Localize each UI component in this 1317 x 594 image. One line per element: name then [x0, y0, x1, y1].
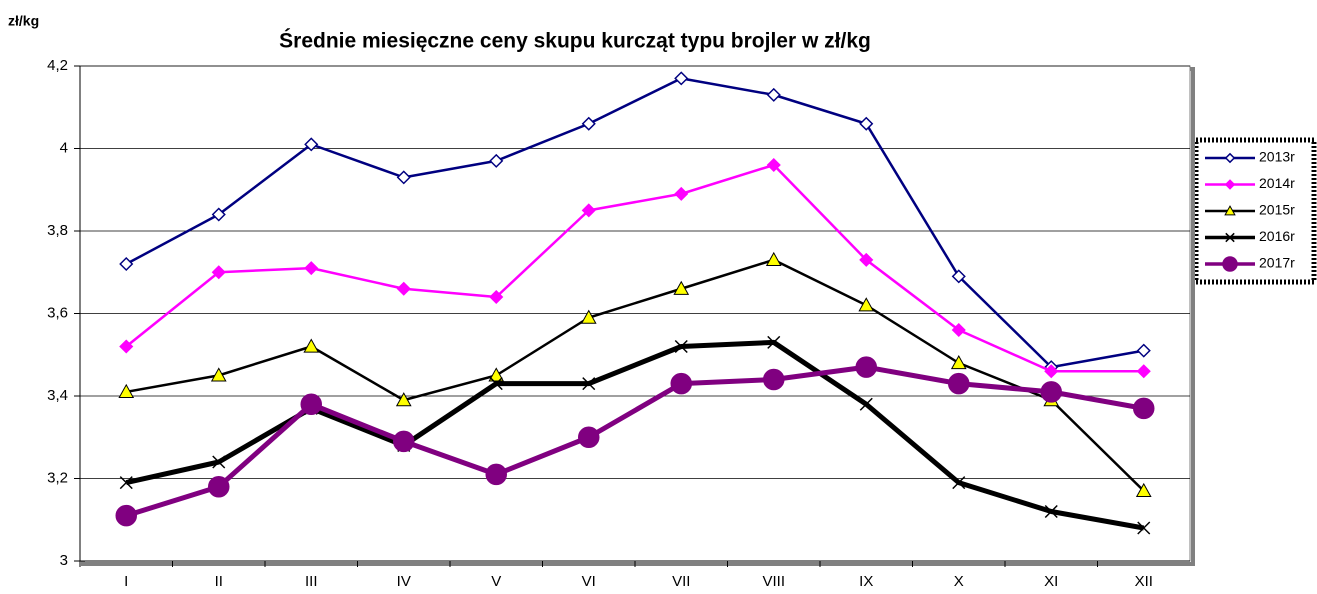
data-point	[859, 252, 874, 267]
data-point	[673, 280, 690, 295]
legend-label: 2017r	[1259, 255, 1295, 271]
legend-marker	[1224, 152, 1236, 164]
data-point	[396, 281, 411, 296]
y-tick-label: 3,8	[47, 222, 68, 239]
legend-label: 2016r	[1259, 228, 1295, 244]
data-point	[1044, 504, 1058, 519]
data-point	[303, 338, 320, 353]
x-tick-label: II	[215, 573, 223, 589]
x-tick-label: I	[124, 573, 128, 589]
data-point	[1044, 364, 1059, 379]
data-point	[488, 367, 505, 382]
y-tick-label: 4,2	[47, 57, 68, 74]
data-point	[581, 116, 596, 131]
data-point	[1040, 381, 1062, 403]
data-point	[951, 322, 966, 338]
data-point	[674, 186, 689, 201]
data-point	[1135, 482, 1152, 497]
series-line	[125, 77, 1144, 369]
x-tick-label: IX	[859, 573, 873, 589]
series-line	[126, 258, 1145, 492]
legend-marker	[1224, 179, 1236, 190]
data-point	[858, 297, 875, 312]
data-point	[210, 367, 227, 382]
y-tick-label: 3,4	[47, 387, 68, 404]
data-point	[582, 377, 596, 391]
data-point	[763, 368, 785, 391]
legend-marker	[1222, 256, 1238, 272]
x-tick-label: IV	[397, 573, 411, 589]
x-tick-label: III	[305, 573, 318, 589]
legend-marker	[1225, 232, 1235, 243]
data-point	[300, 393, 322, 415]
data-point	[766, 87, 781, 102]
data-point	[212, 455, 226, 469]
data-point	[674, 71, 689, 86]
data-point	[578, 426, 600, 448]
data-point	[670, 372, 692, 395]
data-point	[211, 207, 226, 222]
data-point	[304, 261, 319, 276]
data-point	[1133, 397, 1155, 420]
data-point	[1136, 343, 1151, 358]
data-point	[489, 377, 503, 391]
x-tick-label: XI	[1044, 573, 1058, 589]
data-point	[765, 251, 782, 266]
data-point	[952, 476, 966, 490]
data-point	[674, 339, 688, 354]
data-point	[855, 356, 877, 378]
data-point	[1136, 364, 1151, 379]
x-tick-label: VII	[672, 573, 690, 589]
legend-label: 2013r	[1259, 149, 1295, 165]
x-tick-label: XII	[1135, 573, 1153, 589]
y-tick-label: 4	[60, 139, 68, 156]
x-tick-label: VI	[582, 573, 596, 589]
legend-marker	[1224, 205, 1236, 216]
data-point	[766, 157, 781, 173]
data-point	[581, 203, 596, 218]
data-point	[395, 392, 412, 407]
data-point	[489, 153, 504, 168]
y-tick-label: 3	[60, 552, 68, 569]
series-line	[125, 163, 1144, 373]
data-point	[489, 289, 504, 305]
x-tick-label: X	[954, 573, 964, 589]
y-tick-label: 3,2	[47, 469, 68, 486]
data-point	[208, 476, 230, 498]
legend-label: 2015r	[1259, 202, 1295, 218]
data-point	[119, 339, 134, 354]
data-point	[119, 256, 134, 272]
data-point	[951, 269, 966, 284]
data-point	[950, 354, 967, 370]
data-point	[393, 430, 415, 453]
data-point	[115, 504, 137, 527]
data-point	[948, 372, 970, 395]
chart-title: Średnie miesięczne ceny skupu kurcząt ty…	[279, 29, 871, 53]
y-tick-label: 3,6	[47, 304, 68, 321]
data-point	[859, 397, 873, 411]
series-line	[125, 364, 1145, 519]
data-point	[211, 265, 226, 280]
legend-label: 2014r	[1259, 175, 1295, 191]
y-axis-label: zł/kg	[8, 13, 39, 29]
data-point	[485, 463, 507, 486]
data-point	[118, 383, 135, 398]
data-point	[119, 476, 133, 490]
data-point	[767, 335, 781, 349]
x-tick-label: VIII	[762, 573, 785, 589]
data-point	[396, 170, 411, 185]
data-point	[580, 309, 597, 324]
data-point	[859, 116, 874, 131]
data-point	[304, 137, 319, 152]
data-point	[1137, 521, 1151, 535]
x-tick-label: V	[491, 573, 501, 589]
